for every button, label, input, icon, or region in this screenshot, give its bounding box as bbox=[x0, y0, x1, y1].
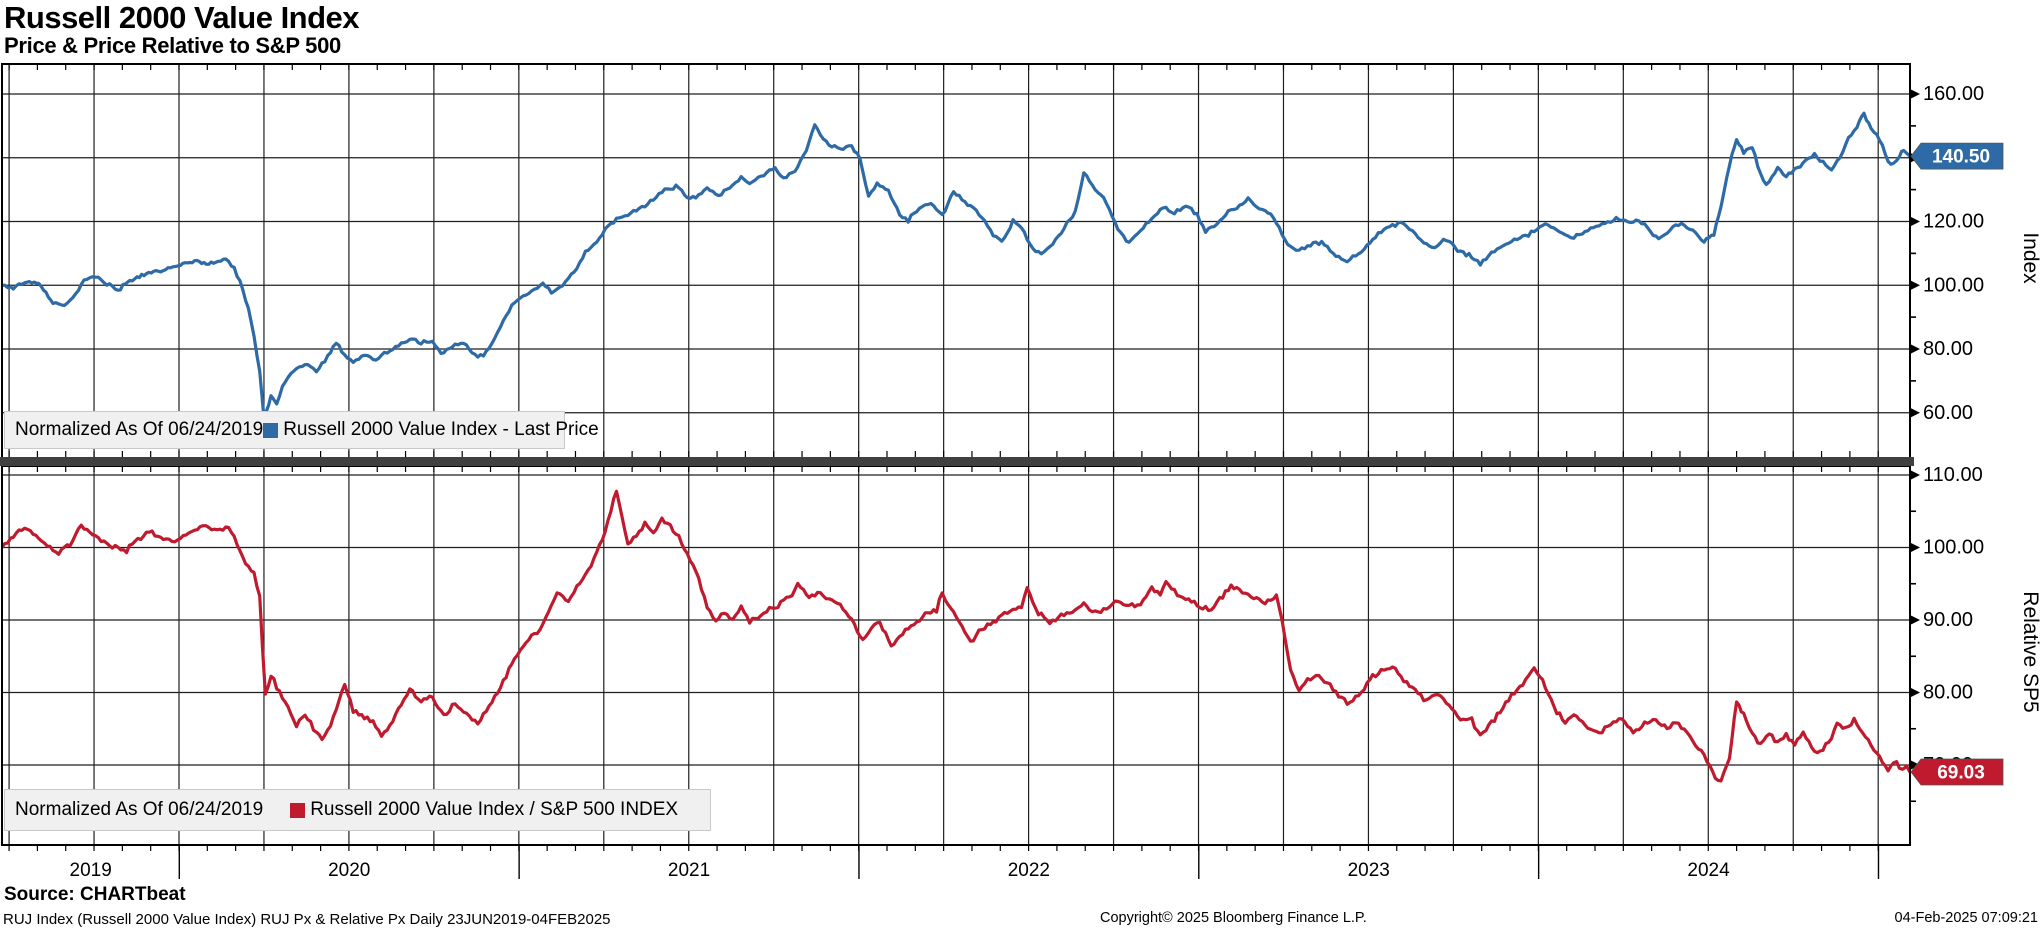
y-tick-label: 90.00 bbox=[1923, 609, 1973, 631]
normalized-as-of-label: Normalized As Of 06/24/2019 bbox=[15, 799, 264, 820]
major-tick-arrow bbox=[1910, 216, 1920, 227]
relative-series-swatch bbox=[290, 802, 306, 818]
major-tick-arrow bbox=[1910, 760, 1920, 770]
bottom-axis-title: Relative SP5 bbox=[2019, 591, 2041, 712]
major-tick-arrow bbox=[1910, 615, 1920, 625]
relative-last-value-box-value: 69.03 bbox=[1937, 763, 1985, 784]
timestamp-label: 04-Feb-2025 07:09:21 bbox=[1894, 910, 2039, 926]
year-label: 2022 bbox=[1008, 860, 1050, 881]
panel-separator bbox=[0, 457, 1914, 466]
chart-title: Russell 2000 Value Index bbox=[4, 0, 360, 35]
top-panel-grid bbox=[2, 64, 1910, 458]
major-tick-arrow bbox=[1910, 407, 1920, 418]
price-last-value-box-shape bbox=[1910, 142, 2004, 170]
copyright-label: Copyright© 2025 Bloomberg Finance L.P. bbox=[1100, 910, 1367, 926]
bottom-panel-grid bbox=[2, 466, 1910, 845]
price-series-label: Russell 2000 Value Index - Last Price bbox=[283, 419, 599, 440]
y-tick-label: 110.00 bbox=[1923, 464, 1983, 486]
year-label: 2024 bbox=[1687, 860, 1730, 881]
price-series-swatch bbox=[263, 422, 279, 438]
top-axis-title: Index bbox=[2019, 232, 2041, 284]
relative-last-value-box: 69.03 bbox=[1910, 758, 2004, 786]
price-line-series bbox=[2, 111, 1910, 420]
y-tick-label: 80.00 bbox=[1923, 338, 1973, 360]
y-tick-label: 100.00 bbox=[1923, 274, 1984, 296]
major-tick-arrow bbox=[1910, 280, 1920, 291]
year-label: 2020 bbox=[328, 860, 370, 881]
major-tick-arrow bbox=[1910, 470, 1920, 480]
price-last-value-box-value: 140.50 bbox=[1932, 147, 1990, 168]
relative-series-label: Russell 2000 Value Index / S&P 500 INDEX bbox=[310, 799, 679, 820]
y-tick-label: 100.00 bbox=[1923, 537, 1984, 559]
year-label: 2019 bbox=[70, 860, 112, 881]
y-tick-label: 160.00 bbox=[1923, 83, 1984, 105]
year-label: 2021 bbox=[668, 860, 710, 881]
y-tick-label: 80.00 bbox=[1923, 682, 1973, 704]
major-tick-arrow bbox=[1910, 89, 1920, 99]
major-tick-arrow bbox=[1910, 687, 1920, 698]
price-last-value-box: 140.50 bbox=[1910, 142, 2004, 170]
chart-description: RUJ Index (Russell 2000 Value Index) RUJ… bbox=[3, 911, 611, 928]
major-tick-arrow bbox=[1910, 542, 1920, 553]
year-label: 2023 bbox=[1348, 860, 1390, 881]
relative-line-series bbox=[2, 489, 1910, 783]
month-ticks bbox=[8, 64, 1879, 851]
chart-subtitle: Price & Price Relative to S&P 500 bbox=[4, 33, 341, 58]
legend-price-panel: Normalized As Of 06/24/2019 Russell 2000… bbox=[4, 411, 599, 449]
normalized-as-of-label: Normalized As Of 06/24/2019 bbox=[15, 419, 264, 440]
relative-last-value-box-shape bbox=[1910, 758, 2004, 786]
major-tick-arrow bbox=[1910, 344, 1920, 354]
legend-relative-panel: Normalized As Of 06/24/2019 Russell 2000… bbox=[4, 789, 711, 831]
y-tick-label: 120.00 bbox=[1923, 211, 1984, 233]
source-label: Source: CHARTbeat bbox=[4, 884, 186, 905]
y-tick-label: 60.00 bbox=[1923, 402, 1973, 424]
x-axis: 2019 2020 2021 2022 2023 2024 bbox=[70, 845, 1880, 881]
